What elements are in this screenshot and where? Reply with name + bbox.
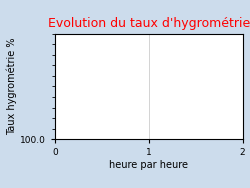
Y-axis label: Taux hygrométrie %: Taux hygrométrie % [7,38,17,135]
X-axis label: heure par heure: heure par heure [109,160,188,170]
Title: Evolution du taux d'hygrométrie: Evolution du taux d'hygrométrie [48,17,250,30]
